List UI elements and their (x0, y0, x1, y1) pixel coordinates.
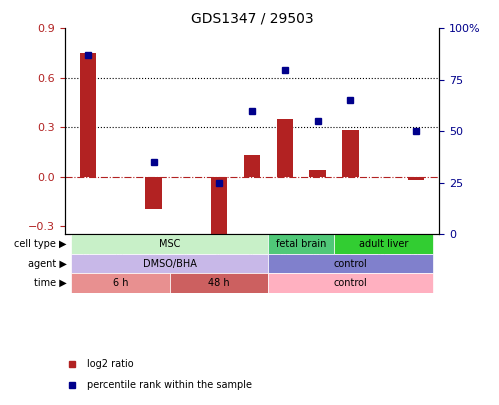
FancyBboxPatch shape (268, 273, 433, 293)
FancyBboxPatch shape (71, 254, 268, 273)
Text: control: control (334, 258, 367, 269)
Bar (342, 130, 359, 177)
FancyBboxPatch shape (268, 254, 433, 273)
Text: MSC: MSC (159, 239, 181, 249)
Text: 48 h: 48 h (209, 278, 230, 288)
Text: cell type ▶: cell type ▶ (14, 239, 66, 249)
Text: DMSO/BHA: DMSO/BHA (143, 258, 197, 269)
FancyBboxPatch shape (170, 273, 268, 293)
FancyBboxPatch shape (334, 234, 433, 254)
Text: fetal brain: fetal brain (276, 239, 326, 249)
Text: control: control (334, 278, 367, 288)
Bar (244, 155, 260, 177)
Text: agent ▶: agent ▶ (27, 258, 66, 269)
Bar (211, 177, 228, 237)
Text: percentile rank within the sample: percentile rank within the sample (87, 379, 252, 390)
FancyBboxPatch shape (71, 273, 170, 293)
Bar (80, 53, 96, 177)
Text: log2 ratio: log2 ratio (87, 359, 134, 369)
Text: adult liver: adult liver (359, 239, 408, 249)
Bar (408, 177, 424, 180)
Bar (309, 170, 326, 177)
FancyBboxPatch shape (268, 234, 334, 254)
Text: 6 h: 6 h (113, 278, 128, 288)
Bar (145, 177, 162, 209)
Bar (276, 119, 293, 177)
Title: GDS1347 / 29503: GDS1347 / 29503 (191, 12, 313, 26)
Text: time ▶: time ▶ (34, 278, 66, 288)
FancyBboxPatch shape (71, 234, 268, 254)
